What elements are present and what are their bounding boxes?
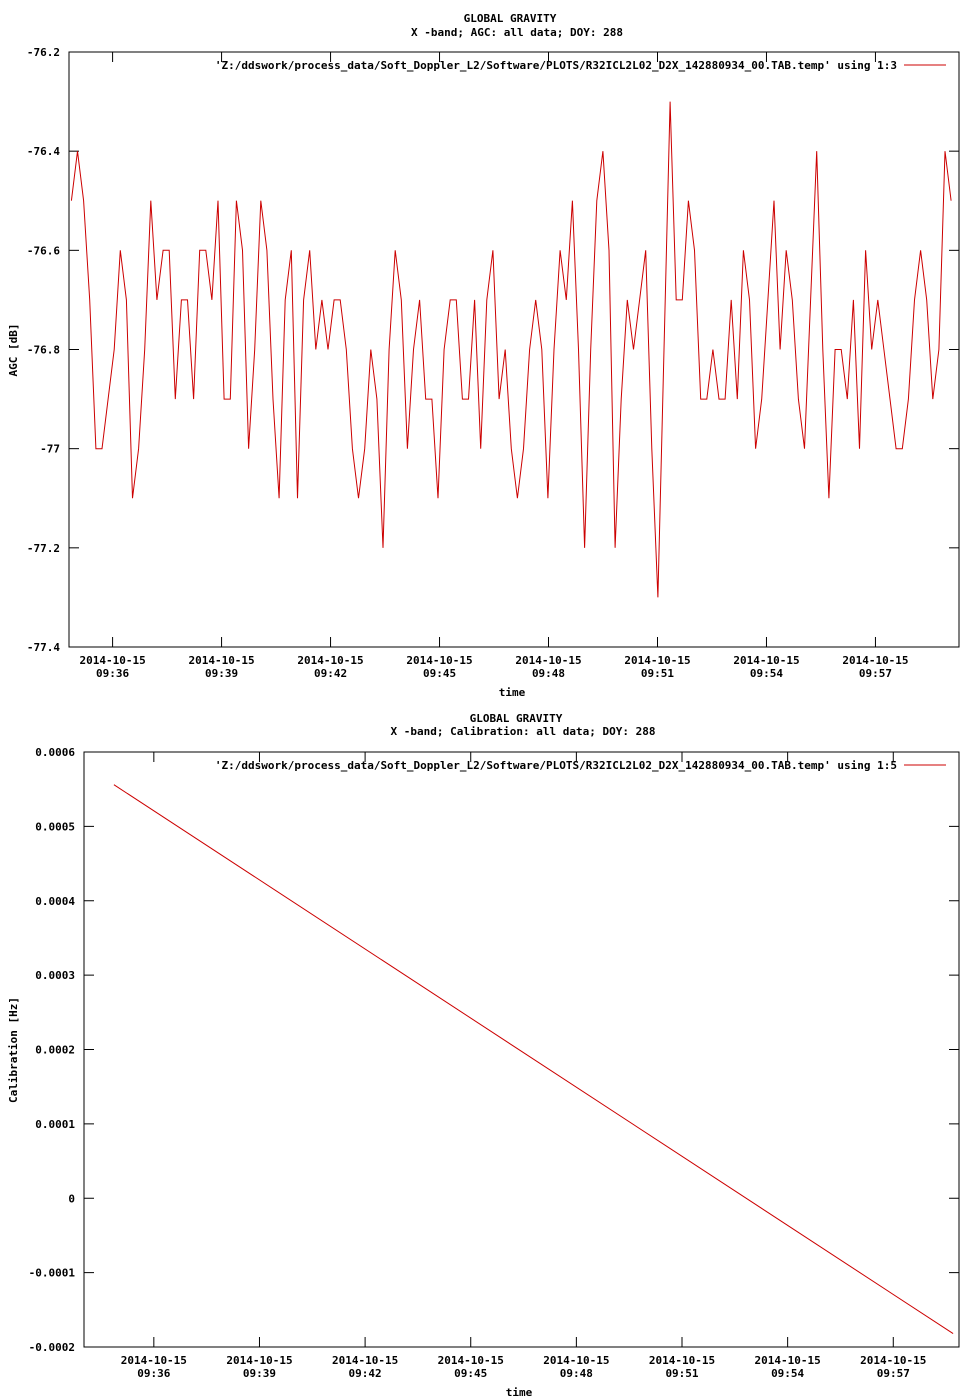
x-tick-time-label: 09:48: [560, 1367, 593, 1380]
x-tick-date-label: 2014-10-15: [226, 1354, 292, 1367]
y-tick-label: -76.4: [27, 145, 60, 158]
calibration-x-axis: 2014-10-1509:362014-10-1509:392014-10-15…: [121, 752, 926, 1380]
agc-y-axis-label: AGC [dB]: [7, 324, 20, 377]
agc-chart: GLOBAL GRAVITY X -band; AGC: all data; D…: [7, 12, 960, 699]
calibration-plot-frame: [83, 751, 960, 1348]
agc-legend-label: 'Z:/ddswork/process_data/Soft_Doppler_L2…: [215, 59, 897, 72]
y-tick-label: -76.8: [27, 344, 60, 357]
x-tick-time-label: 09:57: [877, 1367, 910, 1380]
x-tick-date-label: 2014-10-15: [188, 654, 254, 667]
calibration-title: GLOBAL GRAVITY: [470, 712, 563, 725]
x-tick-date-label: 2014-10-15: [79, 654, 145, 667]
x-tick-time-label: 09:36: [137, 1367, 170, 1380]
x-tick-time-label: 09:51: [641, 667, 674, 680]
x-tick-date-label: 2014-10-15: [860, 1354, 926, 1367]
x-tick-date-label: 2014-10-15: [842, 654, 908, 667]
x-tick-date-label: 2014-10-15: [121, 1354, 187, 1367]
x-tick-time-label: 09:42: [314, 667, 347, 680]
calibration-series-line: [113, 784, 954, 1335]
agc-title: GLOBAL GRAVITY: [464, 12, 557, 25]
x-tick-time-label: 09:39: [243, 1367, 276, 1380]
y-tick-label: 0.0001: [35, 1118, 75, 1131]
x-tick-date-label: 2014-10-15: [406, 654, 472, 667]
agc-x-axis-label: time: [499, 686, 526, 699]
x-tick-time-label: 09:54: [771, 1367, 804, 1380]
y-tick-label: -77.4: [27, 641, 60, 654]
calibration-y-axis: 0.0006 0.0005 0.0004 0.0003 0.0002 0.0001 0 -0.…: [29, 746, 959, 1354]
x-tick-date-label: 2014-10-15: [438, 1354, 504, 1367]
x-tick-time-label: 09:48: [532, 667, 565, 680]
x-tick-date-label: 2014-10-15: [624, 654, 690, 667]
x-tick-time-label: 09:36: [96, 667, 129, 680]
y-tick-label: -0.0002: [29, 1341, 75, 1354]
calibration-legend-label: 'Z:/ddswork/process_data/Soft_Doppler_L2…: [215, 759, 897, 772]
x-tick-date-label: 2014-10-15: [755, 1354, 821, 1367]
calibration-x-axis-label: time: [506, 1386, 533, 1399]
x-tick-time-label: 09:54: [750, 667, 783, 680]
x-tick-time-label: 09:45: [454, 1367, 487, 1380]
y-tick-label: 0.0004: [35, 895, 75, 908]
calibration-y-axis-label: Calibration [Hz]: [7, 997, 20, 1103]
y-tick-label: 0.0002: [35, 1044, 75, 1057]
y-tick-label: -76.2: [27, 46, 60, 59]
y-tick-label: -77: [40, 443, 60, 456]
x-tick-date-label: 2014-10-15: [543, 1354, 609, 1367]
x-tick-time-label: 09:51: [665, 1367, 698, 1380]
x-tick-date-label: 2014-10-15: [332, 1354, 398, 1367]
x-tick-time-label: 09:45: [423, 667, 456, 680]
y-tick-label: -0.0001: [29, 1267, 76, 1280]
calibration-chart: GLOBAL GRAVITY X -band; Calibration: all…: [7, 712, 960, 1399]
x-tick-time-label: 09:42: [349, 1367, 382, 1380]
y-tick-label: 0: [68, 1192, 75, 1205]
agc-y-axis: -76.2 -76.4 -76.6 -76.8 -77 -77.2 -77.4: [27, 46, 959, 654]
agc-plot-frame: [68, 51, 960, 648]
x-tick-time-label: 09:57: [859, 667, 892, 680]
agc-series-line: [70, 101, 952, 598]
x-tick-time-label: 09:39: [205, 667, 238, 680]
calibration-subtitle: X -band; Calibration: all data; DOY: 288: [391, 725, 656, 738]
y-tick-label: -77.2: [27, 542, 60, 555]
x-tick-date-label: 2014-10-15: [515, 654, 581, 667]
y-tick-label: 0.0003: [35, 969, 75, 982]
x-tick-date-label: 2014-10-15: [733, 654, 799, 667]
x-tick-date-label: 2014-10-15: [297, 654, 363, 667]
y-tick-label: 0.0005: [35, 820, 75, 833]
y-tick-label: -76.6: [27, 244, 60, 257]
agc-subtitle: X -band; AGC: all data; DOY: 288: [411, 26, 623, 39]
agc-x-axis: 2014-10-1509:362014-10-1509:392014-10-15…: [79, 52, 909, 680]
x-tick-date-label: 2014-10-15: [649, 1354, 715, 1367]
y-tick-label: 0.0006: [35, 746, 75, 759]
